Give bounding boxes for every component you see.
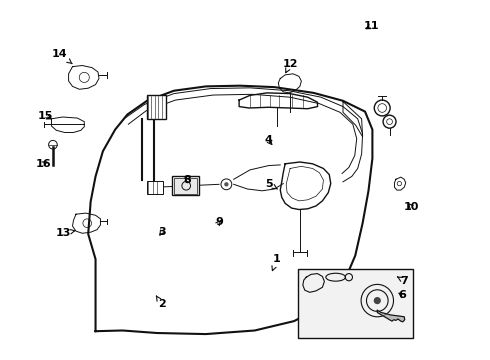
Text: 2: 2	[156, 296, 166, 309]
Bar	[172, 176, 199, 195]
Text: 14: 14	[52, 49, 72, 64]
Bar	[147, 181, 163, 194]
Text: 9: 9	[215, 217, 223, 228]
Text: 13: 13	[56, 228, 75, 238]
Text: 10: 10	[404, 202, 419, 212]
Text: 16: 16	[35, 159, 51, 169]
Bar	[147, 95, 166, 119]
Polygon shape	[377, 310, 405, 322]
Circle shape	[374, 297, 381, 304]
Bar	[298, 269, 413, 338]
Circle shape	[224, 182, 228, 186]
Text: 12: 12	[282, 59, 298, 73]
Text: 3: 3	[158, 227, 166, 237]
Text: 6: 6	[398, 290, 406, 300]
Text: 4: 4	[265, 135, 272, 145]
Text: 11: 11	[364, 21, 379, 31]
Text: 7: 7	[397, 276, 408, 286]
Text: 15: 15	[37, 111, 53, 121]
Text: 5: 5	[265, 179, 277, 189]
Bar	[174, 178, 197, 194]
Text: 8: 8	[183, 175, 191, 185]
Text: 1: 1	[272, 254, 281, 271]
